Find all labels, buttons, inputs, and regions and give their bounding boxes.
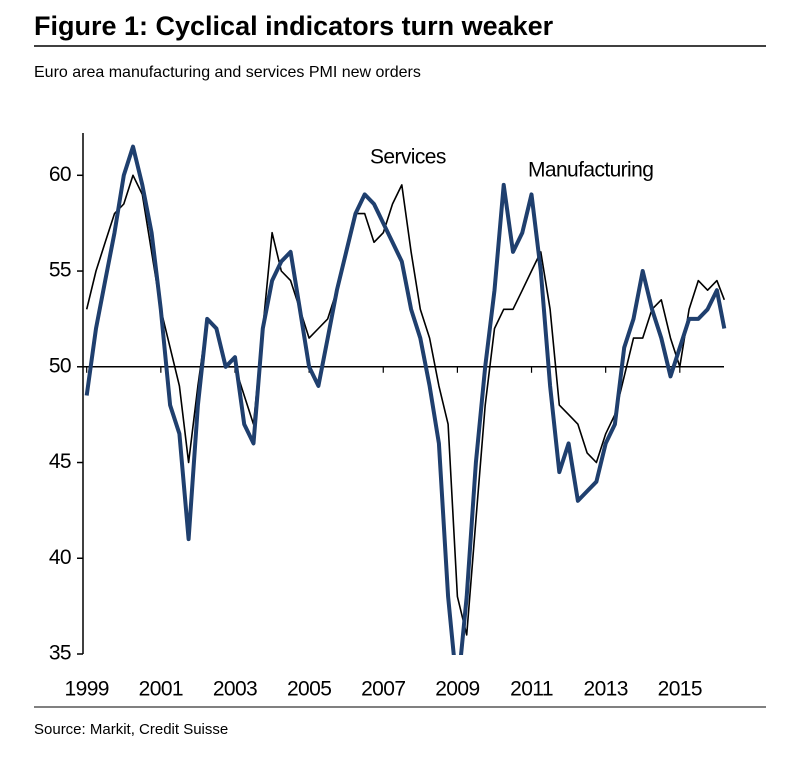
series-line (85, 174, 726, 636)
y-tick-label: 40 (49, 546, 71, 569)
x-tick-label: 2005 (287, 678, 331, 701)
x-tick-label: 2015 (658, 678, 702, 701)
y-tick-label: 60 (49, 163, 71, 186)
x-tick-label: 2001 (139, 678, 183, 701)
series-label: Manufacturing (528, 159, 653, 182)
y-tick-label: 50 (49, 354, 71, 377)
x-tick-label: 1999 (65, 678, 109, 701)
source: Source: Markit, Credit Suisse (34, 721, 228, 738)
x-tick-label: 2009 (435, 678, 479, 701)
x-tick-label: 2013 (584, 678, 628, 701)
chart-title: Figure 1: Cyclical indicators turn weake… (34, 11, 554, 41)
chart-subtitle: Euro area manufacturing and services PMI… (34, 64, 421, 81)
y-tick-label: 55 (49, 259, 71, 282)
x-tick-label: 2003 (213, 678, 257, 701)
x-tick-label: 2011 (510, 678, 553, 701)
y-tick-label: 35 (49, 642, 71, 665)
y-tick-label: 45 (49, 450, 71, 473)
series-line (84, 144, 727, 655)
x-tick-label: 2007 (361, 678, 405, 701)
series-label: Services (370, 146, 446, 169)
plot (84, 144, 727, 655)
